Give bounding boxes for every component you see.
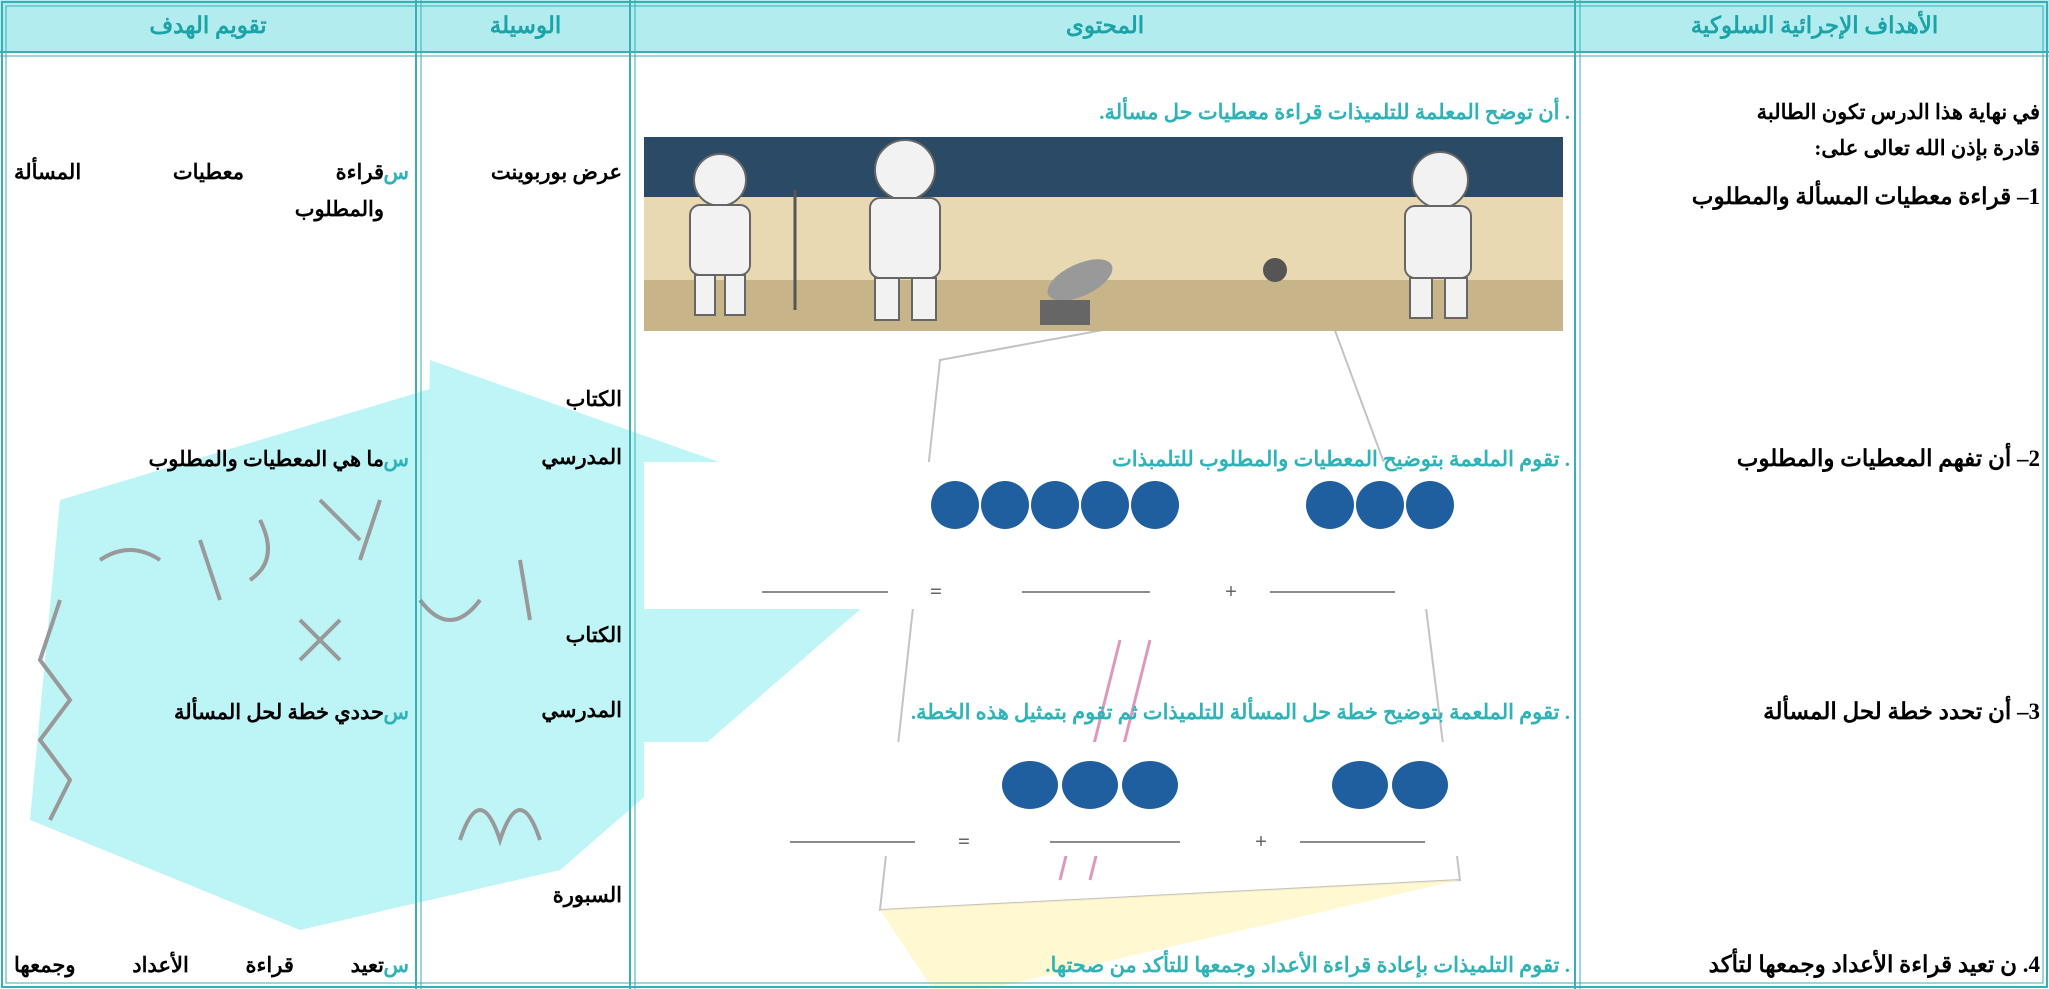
question-marker: س — [383, 700, 409, 724]
content: . تقوم الملعمة بتوضيح خطة حل المسألة للت… — [910, 700, 1570, 724]
header-cell: الوسيلة — [489, 13, 562, 38]
header-cell: المحتوى — [1065, 13, 1145, 38]
shuttle-icons — [1002, 761, 1448, 809]
objective: 2– أن تفهم المعطيات والمطلوب — [1736, 446, 2040, 471]
header-cell: تقويم الهدف — [149, 13, 267, 38]
objective: في نهاية هذا الدرس تكون الطالبة — [1756, 100, 2040, 124]
tool: الكتاب — [565, 623, 622, 647]
evaluation: تعيد قراءة الأعداد وجمعها — [14, 953, 384, 977]
tool: السبورة — [552, 883, 622, 907]
objective: 3– أن تحدد خطة لحل المسألة — [1763, 699, 2040, 724]
scribbles — [37, 498, 542, 847]
question-marker: س — [383, 953, 409, 977]
tool: المدرسي — [541, 445, 622, 469]
evaluation: حددي خطة لحل المسألة — [173, 700, 384, 724]
operator: = — [958, 829, 970, 853]
content: . تقوم التلميذات بإعادة قراءة الأعداد وج… — [1045, 953, 1570, 977]
objective: قادرة بإذن الله تعالى على: — [1814, 136, 2040, 160]
operator: + — [1255, 829, 1267, 853]
operator: + — [1225, 579, 1237, 603]
header-cell: الأهداف الإجرائية السلوكية — [1690, 13, 1939, 38]
operator: = — [930, 579, 942, 603]
evaluation: ما هي المعطيات والمطلوب — [148, 447, 384, 471]
objective: 1– قراءة معطيات المسألة والمطلوب — [1691, 184, 2040, 209]
question-marker: س — [383, 160, 409, 184]
tool: الكتاب — [565, 387, 622, 411]
tool: عرض بوربوينت — [490, 160, 622, 184]
content: . أن توضح المعلمة للتلميذات قراءة معطيات… — [1099, 100, 1570, 124]
astronaut-icons — [931, 481, 1454, 529]
evaluation: والمطلوب — [294, 197, 384, 221]
astronaut-image — [644, 137, 1563, 331]
content: . تقوم الملعمة بتوضيح المعطيات والمطلوب … — [1112, 447, 1570, 471]
evaluation: قراءة معطيات المسألة — [14, 160, 384, 184]
question-marker: س — [383, 447, 409, 471]
paper-shadow — [880, 880, 1460, 989]
objective: 4. ن تعيد قراءة الأعداد وجمعها لتأكد — [1708, 952, 2040, 977]
header-bg — [0, 0, 2049, 52]
tool: المدرسي — [541, 698, 622, 722]
